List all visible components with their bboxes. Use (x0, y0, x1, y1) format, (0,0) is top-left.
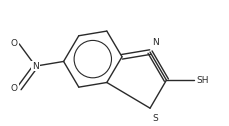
Text: S: S (152, 114, 158, 123)
Text: N: N (32, 62, 39, 71)
Text: SH: SH (196, 76, 208, 85)
Text: O: O (11, 39, 18, 48)
Text: O: O (11, 84, 18, 93)
Text: N: N (152, 38, 158, 47)
